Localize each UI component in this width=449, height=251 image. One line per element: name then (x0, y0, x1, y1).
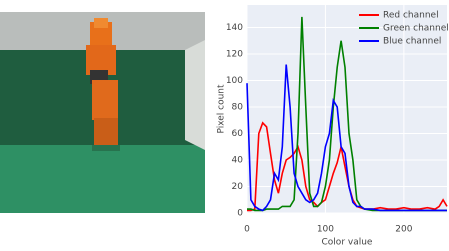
series-line (247, 121, 448, 212)
y-axis-title: Pixel count (217, 84, 227, 134)
x-tick-label: 100 (317, 225, 334, 235)
y-tick-label: 80 (232, 103, 244, 113)
legend-label: Red channel (383, 11, 439, 21)
photo (0, 12, 205, 213)
x-tick-label: 200 (395, 225, 412, 235)
y-tick-label: 20 (232, 182, 244, 192)
y-tick-label: 100 (226, 76, 243, 86)
x-axis-title: Color value (322, 238, 373, 248)
y-tick-label: 0 (237, 209, 243, 219)
legend-label: Green channel (383, 24, 449, 34)
x-tick-label: 0 (244, 225, 250, 235)
legend-label: Blue channel (383, 37, 441, 47)
y-tick-label: 60 (232, 129, 244, 139)
y-tick-label: 120 (226, 50, 243, 60)
series-line (246, 64, 447, 212)
y-tick-label: 40 (232, 156, 244, 166)
y-tick-label: 140 (226, 23, 243, 33)
